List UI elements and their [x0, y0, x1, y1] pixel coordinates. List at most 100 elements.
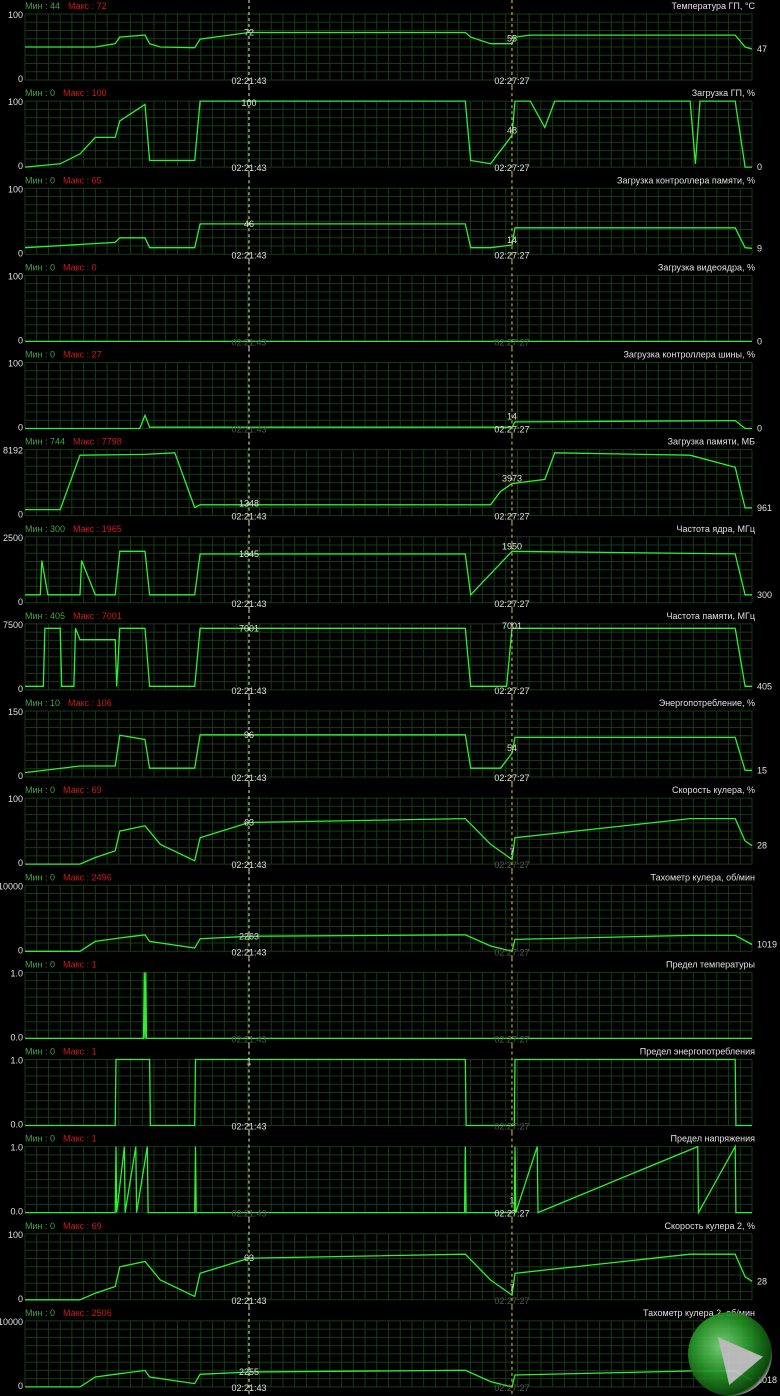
min-prefix: Мин :	[25, 175, 50, 185]
graph-title: Температура ГП, °C	[672, 1, 756, 11]
cursor-time-label: 02:21:43	[231, 686, 266, 696]
y-axis-min-label: 0.0	[10, 1207, 23, 1217]
max-value: 72	[97, 1, 107, 11]
max-value: 2506	[92, 1308, 112, 1318]
min-value: 0	[50, 959, 55, 969]
max-label: Макс : 1	[63, 1047, 97, 1057]
cursor-time-label: 02:21:43	[231, 1122, 266, 1132]
cursor-time-label: 02:27:27	[494, 425, 529, 435]
max-value: 7798	[102, 437, 122, 447]
cursor-value-label: 54	[507, 743, 517, 753]
current-value-label: 15	[757, 765, 767, 775]
cursor-value-label: 2263	[239, 931, 259, 941]
min-label: Мин : 300	[25, 524, 65, 534]
max-value: 106	[97, 698, 112, 708]
max-label: Макс : 106	[68, 698, 112, 708]
min-label: Мин : 744	[25, 437, 65, 447]
min-value: 0	[50, 1221, 55, 1231]
max-label: Макс : 72	[68, 1, 107, 11]
graph-title: Загрузка контроллера памяти, %	[617, 175, 755, 185]
y-axis-min-label: 0	[18, 684, 23, 694]
cursor-time-label: 02:27:27	[494, 860, 529, 870]
current-value-label: 0	[757, 162, 762, 172]
cursor-time-label: 02:21:43	[231, 425, 266, 435]
cursor-time-label: 02:21:43	[231, 599, 266, 609]
min-value: 44	[50, 1, 60, 11]
cursor-time-label: 02:21:43	[231, 250, 266, 260]
y-axis-max-label: 10000	[0, 881, 23, 891]
series-line	[25, 452, 752, 511]
y-axis-max-label: 100	[8, 794, 23, 804]
cursor-time-label: 02:27:27	[494, 686, 529, 696]
max-value: 27	[92, 350, 102, 360]
y-axis-min-label: 0.0	[10, 1032, 23, 1042]
min-prefix: Мин :	[25, 524, 50, 534]
min-label: Мин : 44	[25, 1, 60, 11]
min-label: Мин : 405	[25, 611, 65, 621]
max-label: Макс : 27	[63, 350, 102, 360]
max-label: Макс : 69	[63, 1221, 102, 1231]
min-label: Мин : 0	[25, 175, 55, 185]
current-value-label: 961	[757, 503, 772, 513]
y-axis-max-label: 7500	[3, 620, 23, 630]
max-prefix: Макс :	[63, 350, 92, 360]
max-prefix: Макс :	[63, 1047, 92, 1057]
min-label: Мин : 0	[25, 262, 55, 272]
y-axis-max-label: 1.0	[10, 1056, 23, 1066]
cursor-time-label: 02:21:43	[231, 76, 266, 86]
series-line	[24, 223, 753, 249]
cursor-time-label: 02:27:27	[494, 163, 529, 173]
cursor-time-label: 02:27:27	[494, 76, 529, 86]
max-value: 0	[92, 262, 97, 272]
y-axis-max-label: 8192	[3, 446, 23, 456]
y-axis-min-label: 0	[18, 771, 23, 781]
max-label: Макс : 1	[63, 1134, 97, 1144]
cursor-value-label: 1	[246, 1057, 251, 1067]
cursor-time-label: 02:27:27	[494, 250, 529, 260]
y-axis-max-label: 100	[8, 1230, 23, 1240]
cursor-value-label: 63	[244, 1253, 254, 1263]
min-value: 405	[50, 611, 65, 621]
max-prefix: Макс :	[63, 785, 92, 795]
graph-panel: Мин : 0 Макс : 100 Загрузка ГП, % 100 0 02:21…	[8, 87, 762, 175]
cursor-value-label: 2255	[239, 1367, 259, 1377]
max-value: 65	[92, 175, 102, 185]
min-label: Мин : 0	[25, 88, 55, 98]
cursor-value-label: 100	[241, 98, 256, 108]
max-label: Макс : 65	[63, 175, 102, 185]
y-axis-max-label: 100	[8, 10, 23, 20]
y-axis-max-label: 150	[8, 707, 23, 717]
min-prefix: Мин :	[25, 785, 50, 795]
min-prefix: Мин :	[25, 262, 50, 272]
cursor-value-label: 7001	[502, 621, 522, 631]
min-label: Мин : 0	[25, 1221, 55, 1231]
min-prefix: Мин :	[25, 872, 50, 882]
min-label: Мин : 0	[25, 872, 55, 882]
cursor-value-label: 1348	[239, 499, 259, 509]
current-value-label: 0	[757, 336, 762, 346]
graph-panel: Мин : 0 Макс : 2496 Тахометр кулера, об/ми…	[0, 871, 777, 959]
cursor-time-label: 02:21:43	[231, 512, 266, 522]
graph-title: Предел напряжения	[670, 1134, 755, 1144]
min-value: 0	[50, 1134, 55, 1144]
graph-title: Загрузка памяти, МБ	[668, 437, 755, 447]
series-line	[25, 550, 752, 597]
graph-panel: Мин : 744 Макс : 7798 Загрузка памяти, МБ 8…	[3, 435, 772, 523]
max-value: 69	[92, 1221, 102, 1231]
y-axis-max-label: 1.0	[10, 1143, 23, 1153]
graph-title: Скорость кулера 2, %	[665, 1221, 755, 1231]
cursor-time-label: 02:27:27	[494, 337, 529, 347]
current-value-label: 28	[757, 1276, 767, 1286]
min-prefix: Мин :	[25, 698, 50, 708]
min-value: 0	[50, 88, 55, 98]
graph-panel: Мин : 0 Макс : 1 Предел напряжения 1.0 0.0 02…	[10, 1132, 755, 1220]
max-prefix: Макс :	[63, 262, 92, 272]
current-value-label: 47	[757, 44, 767, 54]
y-axis-min-label: 0	[18, 858, 23, 868]
min-value: 744	[50, 437, 65, 447]
y-axis-min-label: 0	[18, 161, 23, 171]
min-value: 0	[50, 1308, 55, 1318]
y-axis-min-label: 0	[18, 597, 23, 607]
cursor-time-label: 02:27:27	[494, 1383, 529, 1393]
